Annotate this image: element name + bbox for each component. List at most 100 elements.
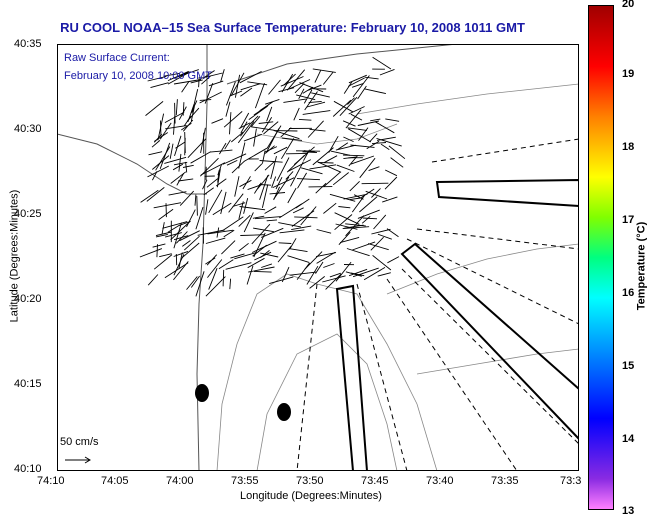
current-vector — [382, 196, 398, 203]
current-vector — [173, 161, 188, 166]
current-vector — [292, 207, 304, 214]
current-vector — [157, 113, 165, 141]
current-vector — [243, 133, 262, 142]
current-vector — [353, 194, 364, 200]
current-vector — [281, 137, 303, 141]
current-vector — [153, 254, 173, 270]
buoy-marker — [277, 403, 291, 421]
current-vector — [239, 112, 250, 129]
current-vector — [289, 271, 317, 276]
current-vector — [190, 106, 195, 122]
current-vector — [294, 216, 318, 219]
current-vector — [289, 238, 297, 250]
current-vectors — [139, 56, 406, 297]
bathymetry-contour — [256, 333, 398, 472]
current-vector — [222, 216, 244, 231]
current-vector — [163, 72, 180, 77]
current-vector — [290, 161, 304, 187]
current-vector — [275, 176, 283, 190]
current-vector — [312, 68, 336, 73]
current-vector — [276, 157, 290, 182]
current-vector — [179, 230, 200, 242]
current-vector — [205, 276, 226, 297]
current-vector — [231, 160, 245, 174]
current-vector — [152, 243, 166, 248]
bay-coastline — [56, 133, 207, 195]
current-vector — [293, 107, 300, 121]
current-vector — [316, 252, 337, 258]
current-vector — [199, 157, 219, 177]
current-vector — [146, 187, 165, 202]
current-vector — [346, 248, 370, 257]
current-vector — [251, 126, 275, 131]
current-vector — [200, 162, 226, 176]
current-vector — [364, 76, 379, 80]
current-vector — [357, 209, 380, 219]
current-vector — [175, 99, 178, 116]
current-vector — [277, 245, 292, 263]
current-vector — [147, 75, 167, 82]
current-vector — [335, 223, 358, 230]
map-plot-area — [56, 43, 580, 472]
current-vector — [183, 235, 200, 251]
current-vector — [211, 118, 224, 124]
current-vector — [297, 172, 307, 189]
current-vector — [266, 128, 280, 152]
current-vector — [295, 198, 310, 209]
colorbar-tick: 20 — [622, 0, 635, 10]
current-vector — [240, 87, 253, 97]
current-vector — [287, 159, 312, 172]
current-vector — [220, 69, 225, 83]
current-vector — [181, 242, 200, 259]
current-vector — [315, 182, 327, 194]
shipping-lane-dashed — [416, 228, 580, 250]
current-vector — [371, 142, 387, 145]
scale-label: 50 cm/s — [60, 436, 99, 448]
current-vector — [323, 202, 337, 214]
colorbar-tick: 18 — [622, 141, 635, 153]
current-vector — [358, 127, 369, 141]
current-vector — [270, 155, 277, 180]
current-vector — [254, 163, 263, 172]
current-vector — [222, 153, 247, 165]
current-vector — [153, 202, 182, 209]
current-vector — [207, 259, 223, 278]
y-tick-label: 40:10 — [14, 463, 42, 475]
current-vector — [252, 215, 265, 219]
current-vector — [258, 121, 274, 124]
current-vector — [229, 112, 232, 135]
current-vector — [264, 206, 277, 214]
current-vector — [350, 113, 363, 121]
x-tick-label: 73:3 — [560, 475, 582, 487]
current-vector — [178, 71, 189, 78]
current-vector — [350, 144, 375, 148]
current-vector — [338, 206, 351, 209]
current-vector — [253, 128, 257, 147]
x-tick-label: 74:10 — [37, 475, 65, 487]
current-vector — [316, 251, 336, 264]
shipping-lane-dashed — [401, 268, 580, 445]
current-vector — [342, 154, 365, 157]
current-vector — [186, 276, 198, 290]
current-vector — [221, 240, 236, 255]
current-vector — [335, 144, 356, 151]
current-vector — [269, 276, 294, 285]
current-vector — [372, 56, 392, 70]
current-vector — [311, 92, 330, 98]
current-vector — [181, 80, 190, 93]
current-vector — [155, 231, 172, 237]
current-vector — [169, 143, 174, 159]
x-tick-label: 73:45 — [361, 475, 389, 487]
map-title: RU COOL NOAA–15 Sea Surface Temperature:… — [60, 20, 525, 35]
current-vector — [225, 101, 231, 117]
current-vector — [370, 118, 381, 122]
current-vector — [278, 242, 292, 244]
current-vector — [362, 217, 378, 220]
legend-line-2: February 10, 2008 10:00 GMT — [64, 70, 212, 82]
current-vector — [306, 265, 319, 285]
current-vector — [254, 82, 265, 109]
current-vector — [173, 261, 189, 281]
current-vector — [291, 225, 312, 231]
current-vector — [283, 98, 306, 103]
x-tick-label: 74:05 — [101, 475, 129, 487]
